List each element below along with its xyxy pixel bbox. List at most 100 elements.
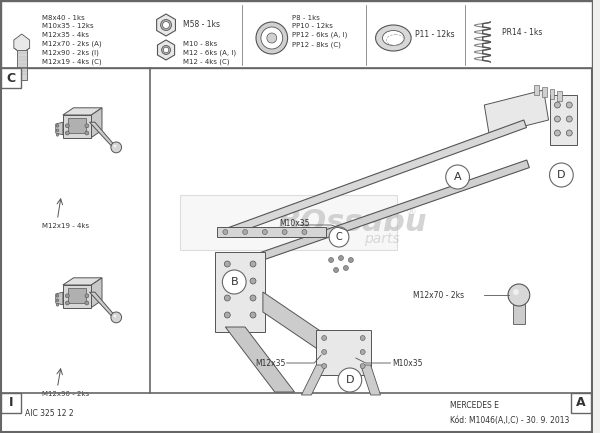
Text: Kód: M1046(A,I,C) - 30. 9. 2013: Kód: M1046(A,I,C) - 30. 9. 2013 — [449, 416, 569, 424]
Circle shape — [163, 47, 169, 53]
Bar — [550, 95, 577, 145]
Text: A: A — [454, 172, 461, 182]
Text: M8x40 - 1ks
M10x35 - 12ks
M12x35 - 4ks
M12x70 - 2ks (A)
M12x90 - 2ks (I)
M12x19 : M8x40 - 1ks M10x35 - 12ks M12x35 - 4ks M… — [41, 15, 101, 65]
Circle shape — [282, 229, 287, 235]
Text: M10 - 8ks
M12 - 6ks (A, I)
M12 - 4ks (C): M10 - 8ks M12 - 6ks (A, I) M12 - 4ks (C) — [183, 41, 236, 65]
Circle shape — [85, 301, 89, 305]
Text: M10x35: M10x35 — [280, 220, 310, 229]
Text: D: D — [346, 375, 354, 385]
Circle shape — [302, 229, 307, 235]
Circle shape — [250, 278, 256, 284]
Polygon shape — [63, 278, 102, 285]
Circle shape — [56, 129, 59, 132]
Circle shape — [261, 27, 283, 49]
Polygon shape — [17, 50, 26, 80]
Circle shape — [554, 102, 560, 108]
Circle shape — [349, 258, 353, 262]
Circle shape — [360, 363, 365, 368]
Circle shape — [360, 349, 365, 355]
Polygon shape — [227, 120, 526, 236]
Circle shape — [250, 261, 256, 267]
Bar — [217, 227, 326, 237]
Circle shape — [224, 312, 230, 318]
Circle shape — [566, 130, 572, 136]
Circle shape — [224, 278, 230, 284]
Text: parts: parts — [364, 232, 400, 246]
Polygon shape — [91, 278, 102, 307]
Bar — [550, 89, 554, 99]
Polygon shape — [230, 160, 529, 271]
Circle shape — [56, 133, 59, 136]
Circle shape — [550, 163, 573, 187]
Circle shape — [56, 124, 59, 127]
Text: M10x35: M10x35 — [392, 359, 423, 368]
Circle shape — [85, 131, 89, 135]
Polygon shape — [157, 40, 175, 60]
Ellipse shape — [382, 30, 404, 45]
Polygon shape — [56, 122, 63, 135]
Circle shape — [267, 33, 277, 43]
Circle shape — [56, 304, 59, 306]
Circle shape — [224, 295, 230, 301]
Circle shape — [446, 165, 469, 189]
Circle shape — [56, 299, 59, 302]
Polygon shape — [89, 122, 118, 149]
Circle shape — [322, 336, 326, 340]
Bar — [215, 252, 265, 332]
Polygon shape — [63, 115, 91, 138]
Text: D: D — [557, 170, 566, 180]
Circle shape — [161, 45, 170, 55]
Bar — [513, 304, 525, 324]
Text: M12x70 - 2ks: M12x70 - 2ks — [413, 291, 464, 300]
Polygon shape — [68, 288, 86, 303]
Polygon shape — [56, 292, 63, 305]
Polygon shape — [157, 14, 175, 36]
Text: P11 - 12ks: P11 - 12ks — [415, 30, 455, 39]
Circle shape — [338, 255, 343, 261]
Circle shape — [554, 130, 560, 136]
Circle shape — [566, 102, 572, 108]
Polygon shape — [361, 365, 380, 395]
Circle shape — [85, 124, 89, 128]
Circle shape — [513, 289, 519, 295]
Polygon shape — [68, 118, 86, 133]
Text: BOssabu: BOssabu — [277, 208, 427, 237]
Circle shape — [334, 268, 338, 272]
Circle shape — [343, 265, 349, 271]
Text: B: B — [230, 277, 238, 287]
Circle shape — [113, 315, 116, 317]
Polygon shape — [14, 34, 29, 54]
Polygon shape — [89, 292, 118, 319]
Text: M12x19 - 4ks: M12x19 - 4ks — [41, 223, 89, 229]
Circle shape — [554, 116, 560, 122]
Circle shape — [250, 312, 256, 318]
Polygon shape — [63, 108, 102, 115]
Circle shape — [250, 295, 256, 301]
Text: M12x35: M12x35 — [255, 359, 286, 368]
Text: A: A — [577, 397, 586, 410]
Bar — [1, 68, 21, 88]
Circle shape — [242, 229, 248, 235]
Circle shape — [65, 124, 69, 128]
Text: PR14 - 1ks: PR14 - 1ks — [502, 28, 542, 37]
Bar — [316, 330, 371, 375]
Circle shape — [223, 270, 246, 294]
Circle shape — [85, 294, 89, 298]
Bar — [180, 195, 397, 250]
Bar — [1, 393, 21, 413]
Circle shape — [329, 227, 349, 247]
Polygon shape — [226, 327, 295, 392]
Circle shape — [360, 336, 365, 340]
Text: MERCEDES E: MERCEDES E — [449, 401, 499, 410]
Circle shape — [322, 363, 326, 368]
Polygon shape — [91, 108, 102, 138]
Text: AIC 325 12 2: AIC 325 12 2 — [25, 408, 73, 417]
Circle shape — [223, 229, 228, 235]
Circle shape — [65, 131, 69, 135]
Circle shape — [262, 229, 268, 235]
Text: C: C — [335, 232, 343, 242]
Circle shape — [329, 258, 334, 262]
Bar — [557, 91, 562, 101]
Text: ®: ® — [406, 207, 416, 217]
Bar — [534, 85, 539, 95]
